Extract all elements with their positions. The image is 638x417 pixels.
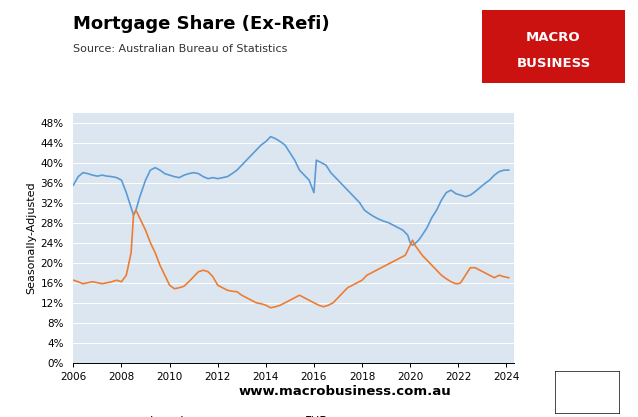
Investors <box>375 217 383 222</box>
FHBs <box>89 279 96 284</box>
Investors <box>70 183 77 188</box>
FHBs <box>392 258 399 263</box>
Text: Mortgage Share (Ex-Refi): Mortgage Share (Ex-Refi) <box>73 15 330 33</box>
Investors <box>399 228 407 233</box>
FHBs <box>409 238 417 243</box>
Text: Source: Australian Bureau of Statistics: Source: Australian Bureau of Statistics <box>73 44 288 54</box>
Investors <box>385 220 392 225</box>
Text: www.macrobusiness.com.au: www.macrobusiness.com.au <box>238 385 451 398</box>
Text: BUSINESS: BUSINESS <box>516 57 591 70</box>
Line: Investors: Investors <box>73 137 508 245</box>
Investors <box>409 243 417 248</box>
Investors <box>267 134 274 139</box>
FHBs <box>406 243 414 248</box>
FHBs <box>132 208 140 213</box>
Investors <box>147 168 154 173</box>
Text: MACRO: MACRO <box>526 31 581 44</box>
Line: FHBs: FHBs <box>73 210 508 308</box>
FHBs <box>151 250 159 255</box>
FHBs <box>70 278 77 283</box>
Investors <box>89 173 96 178</box>
Investors <box>505 168 512 173</box>
FHBs <box>505 275 512 280</box>
Investors <box>404 233 412 238</box>
Y-axis label: Seasonally-Adjusted: Seasonally-Adjusted <box>26 181 36 294</box>
FHBs <box>267 305 274 310</box>
Legend: Investors, FHBs: Investors, FHBs <box>116 410 339 417</box>
FHBs <box>382 263 390 268</box>
